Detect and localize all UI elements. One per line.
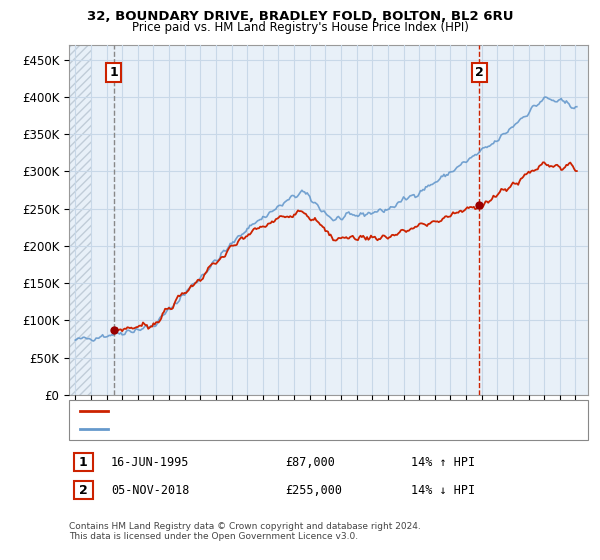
Text: 32, BOUNDARY DRIVE, BRADLEY FOLD, BOLTON, BL2 6RU: 32, BOUNDARY DRIVE, BRADLEY FOLD, BOLTON… xyxy=(87,10,513,23)
Text: 2: 2 xyxy=(79,483,88,497)
Text: 2: 2 xyxy=(475,66,484,80)
Text: 14% ↓ HPI: 14% ↓ HPI xyxy=(411,483,475,497)
Text: 32, BOUNDARY DRIVE, BRADLEY FOLD, BOLTON, BL2 6RU (detached house): 32, BOUNDARY DRIVE, BRADLEY FOLD, BOLTON… xyxy=(117,407,530,417)
Text: Contains HM Land Registry data © Crown copyright and database right 2024.
This d: Contains HM Land Registry data © Crown c… xyxy=(69,522,421,542)
Text: HPI: Average price, detached house, Bury: HPI: Average price, detached house, Bury xyxy=(117,423,345,433)
Text: 16-JUN-1995: 16-JUN-1995 xyxy=(111,455,190,469)
Text: Price paid vs. HM Land Registry's House Price Index (HPI): Price paid vs. HM Land Registry's House … xyxy=(131,21,469,34)
Text: 05-NOV-2018: 05-NOV-2018 xyxy=(111,483,190,497)
Text: £255,000: £255,000 xyxy=(285,483,342,497)
Text: 1: 1 xyxy=(79,455,88,469)
Text: £87,000: £87,000 xyxy=(285,455,335,469)
Text: 14% ↑ HPI: 14% ↑ HPI xyxy=(411,455,475,469)
Text: 1: 1 xyxy=(109,66,118,80)
